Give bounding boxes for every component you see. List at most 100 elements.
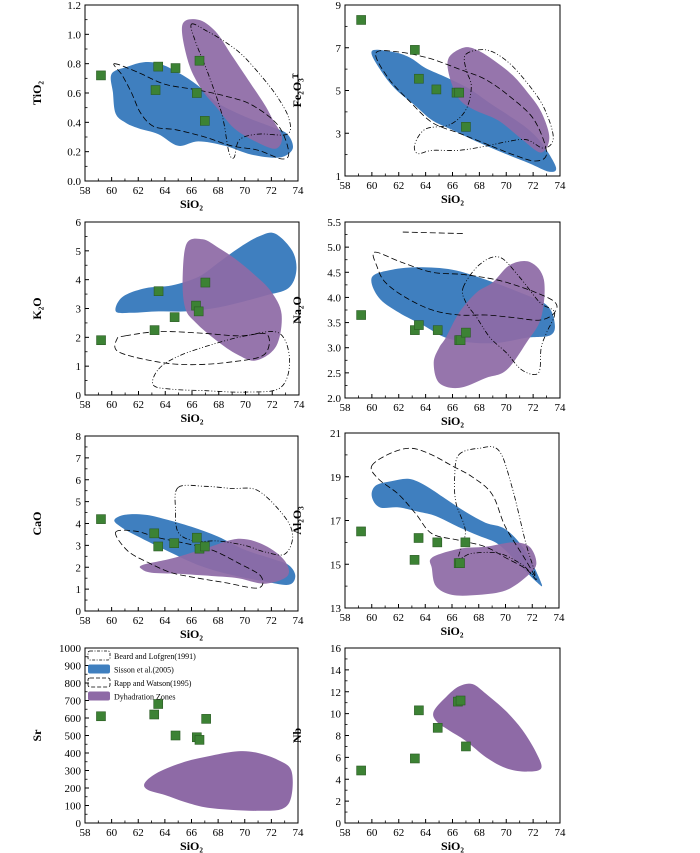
y-tick-label: 1.0 (67, 29, 81, 41)
fields-sr (144, 751, 293, 811)
y-tick-label: 9 (336, 0, 342, 12)
axes-frame (344, 647, 561, 824)
sample-point (200, 116, 210, 126)
sample-point (461, 122, 471, 132)
x-tick-label: 64 (159, 615, 171, 627)
sample-point (170, 63, 181, 73)
x-tick-label: 68 (474, 827, 486, 839)
x-tick-label: 70 (501, 402, 513, 414)
y-tick-label: 7 (76, 453, 82, 465)
chart-sr: 58 60 62 64 66 68 70 72 74 0 100 200 300 400 500 600 700… (30, 643, 304, 853)
sample-point (169, 538, 179, 548)
x-tick-label: 62 (393, 612, 404, 624)
x-tick-label: 60 (366, 612, 378, 624)
y-tick-label: 5.0 (327, 242, 341, 254)
y-tick-label: 700 (65, 696, 82, 708)
beard-field (461, 256, 556, 375)
fields-k (114, 232, 297, 393)
sisson-field (371, 478, 543, 587)
fields-nb (433, 683, 542, 772)
x-tick-label: 66 (447, 180, 459, 192)
x-axis-label: SiO₂ (441, 839, 464, 853)
y-tick-label: 17 (330, 516, 342, 528)
legend-swatch-beard (87, 650, 111, 661)
sample-point (96, 70, 106, 81)
rapp-field (115, 529, 264, 589)
legend-swatch-dehydration (88, 691, 110, 701)
chart-ca: 58 60 62 64 66 68 70 72 74 0 1 2 3 4 5 6 7 8 SiO₂ CaO (30, 431, 304, 641)
x-tick-label: 62 (393, 827, 404, 839)
sample-point (170, 730, 181, 741)
x-tick-label: 64 (159, 827, 171, 839)
y-axis-label: CaO (30, 512, 44, 536)
x-tick-label: 62 (133, 827, 144, 839)
y-tick-label: 6 (76, 217, 82, 229)
sample-point (192, 532, 202, 543)
y-tick-label: 100 (65, 801, 82, 813)
x-tick-label: 60 (106, 615, 118, 627)
sample-point (149, 528, 160, 539)
x-tick-label: 68 (213, 827, 225, 839)
x-tick-label: 72 (266, 615, 277, 627)
y-axis-label: Fe₂O₃ᵀ (290, 73, 304, 107)
x-tick-label: 66 (186, 185, 198, 197)
x-tick-label: 66 (186, 615, 198, 627)
fields-ti (110, 19, 294, 160)
x-tick-label: 62 (133, 185, 144, 197)
x-tick-label: 64 (160, 399, 172, 411)
x-tick-label: 60 (106, 185, 118, 197)
dehyd-field (181, 19, 283, 149)
y-tick-label: 4.0 (327, 292, 341, 304)
x-tick-label: 64 (159, 185, 171, 197)
sample-point (193, 306, 204, 317)
sample-point (410, 753, 420, 764)
y-tick-label: 4.5 (327, 267, 341, 279)
y-tick-label: 19 (330, 472, 342, 484)
x-tick-label: 72 (527, 612, 538, 624)
y-tick-label: 500 (65, 731, 82, 743)
x-tick-label: 60 (366, 827, 378, 839)
sample-point (96, 514, 106, 524)
sample-point (414, 320, 424, 330)
sample-point (455, 558, 465, 568)
y-tick-label: 5 (76, 246, 82, 258)
x-axis-label: SiO₂ (181, 411, 204, 425)
x-tick-label: 66 (447, 402, 459, 414)
x-tick-label: 66 (447, 612, 459, 624)
legend-swatch-rapp (87, 677, 111, 688)
sample-point (460, 537, 471, 548)
y-tick-label: 600 (65, 713, 82, 725)
beard-field (152, 331, 291, 393)
x-tick-label: 66 (447, 827, 459, 839)
sample-point (455, 335, 466, 345)
y-tick-label: 10 (330, 709, 342, 721)
sample-point (409, 555, 420, 565)
legend-label-dehydration: Dyhadration Zones (114, 693, 176, 702)
y-tick-label: 0.0 (67, 176, 81, 188)
dehyd-field (139, 538, 290, 584)
legend-label-rapp: Rapp and Watson(1995) (114, 679, 192, 688)
y-tick-label: 6 (76, 475, 82, 487)
x-tick-label: 72 (528, 402, 539, 414)
x-tick-label: 64 (420, 402, 432, 414)
y-tick-label: 5.5 (327, 217, 341, 229)
y-tick-label: 3.0 (327, 343, 341, 355)
y-axis-label: Na₂O (290, 296, 304, 324)
sample-point (169, 312, 180, 322)
y-tick-label: 15 (330, 559, 342, 571)
sample-point (153, 61, 164, 72)
y-tick-label: 7 (336, 43, 342, 55)
y-tick-label: 8 (76, 431, 82, 443)
x-tick-label: 74 (294, 399, 306, 411)
sample-point (201, 714, 211, 724)
rapp-field (375, 50, 548, 162)
y-tick-label: 800 (65, 678, 82, 690)
sample-point (413, 533, 424, 543)
x-tick-label: 74 (555, 180, 567, 192)
x-axis-label: SiO₂ (180, 839, 203, 853)
x-tick-label: 72 (266, 827, 277, 839)
rapp-field (370, 447, 537, 581)
y-axis-label: Al₂O₃ (290, 506, 304, 535)
